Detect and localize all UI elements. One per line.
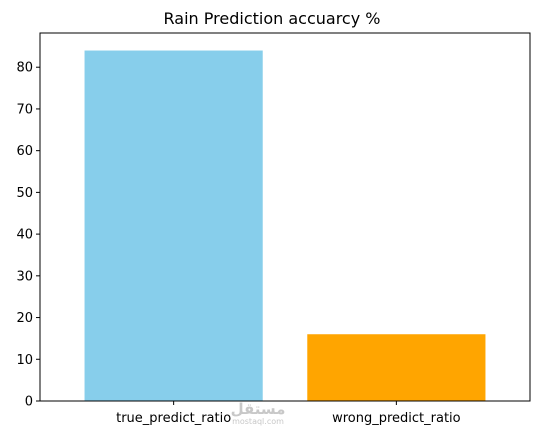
y-tick-label: 0: [25, 395, 33, 410]
y-tick-label: 30: [16, 269, 33, 284]
y-tick-label: 40: [16, 228, 33, 243]
x-tick-label: wrong_predict_ratio: [332, 411, 461, 426]
watermark: مستقل mostaql.com: [231, 400, 286, 426]
bar-wrong-predict-ratio: [307, 334, 486, 401]
bars-group: [84, 50, 486, 402]
y-tick-label: 50: [16, 186, 33, 201]
watermark-latin: mostaql.com: [232, 417, 284, 426]
x-tick-label: true_predict_ratio: [116, 411, 231, 426]
plot-frame: [39, 32, 531, 402]
y-tick-label: 60: [16, 144, 33, 159]
y-tick-label: 10: [16, 353, 33, 368]
y-tick-label: 80: [16, 61, 33, 76]
bar-true-predict-ratio: [84, 50, 263, 402]
chart-title: Rain Prediction accuarcy %: [164, 9, 381, 28]
y-tick-label: 20: [16, 311, 33, 326]
y-axis: 0 10 20 30 40 50 60 70 80: [16, 61, 40, 410]
y-tick-label: 70: [16, 102, 33, 117]
x-axis: true_predict_ratio wrong_predict_ratio: [116, 401, 461, 426]
watermark-arabic: مستقل: [231, 400, 286, 418]
